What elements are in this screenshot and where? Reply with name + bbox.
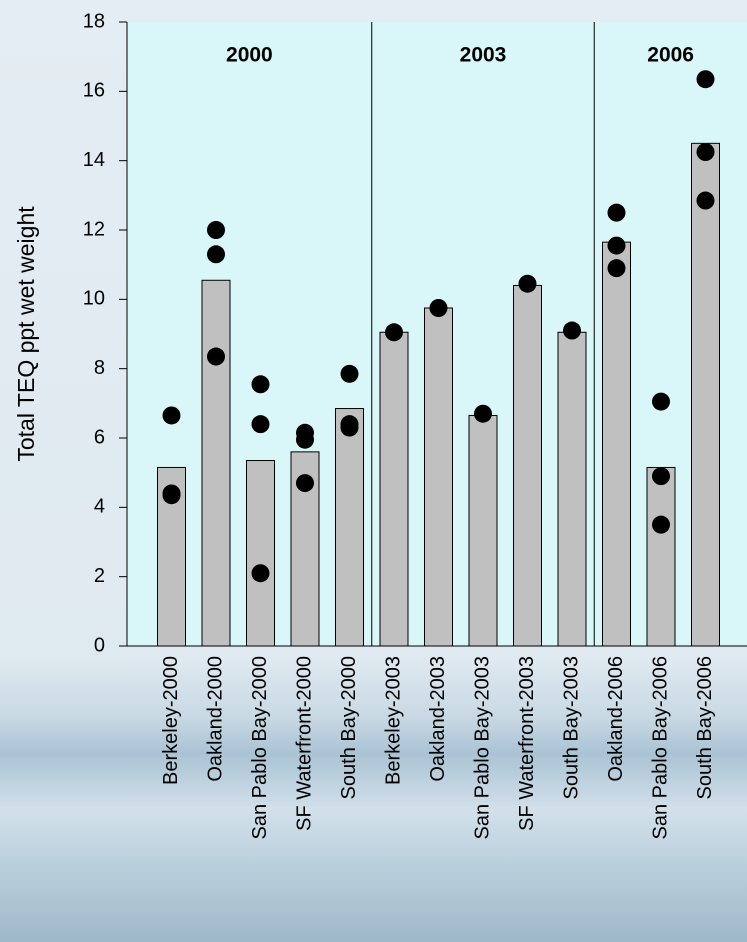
- sample-point: [385, 323, 403, 342]
- sample-point: [607, 203, 626, 222]
- sample-point: [207, 347, 225, 366]
- x-tick-label: South Bay-2000: [338, 656, 360, 799]
- sample-point: [251, 375, 270, 394]
- y-axis-label: Total TEQ ppt wet weight: [13, 206, 39, 462]
- sample-point: [563, 321, 581, 340]
- sample-point: [474, 404, 492, 423]
- sample-point: [429, 299, 448, 317]
- sample-point: [696, 70, 715, 89]
- x-tick-label: SF Waterfront-2003: [516, 656, 538, 831]
- sample-point: [296, 430, 314, 449]
- bar: [691, 142, 720, 647]
- sample-point: [340, 364, 359, 383]
- sample-point: [652, 515, 670, 534]
- x-tick-label: South Bay-2003: [560, 656, 582, 799]
- y-tick-label: 6: [94, 426, 105, 448]
- x-tick-label: Oakland-2000: [204, 656, 226, 782]
- bar: [246, 460, 275, 647]
- y-tick-label: 8: [94, 357, 105, 379]
- x-tick-label: San Pablo Bay-2003: [471, 656, 493, 839]
- y-tick-label: 4: [94, 496, 105, 518]
- bar: [290, 451, 320, 647]
- sample-point: [607, 236, 626, 255]
- x-tick-label: San Pablo Bay-2006: [649, 656, 671, 839]
- sample-point: [162, 486, 181, 505]
- x-tick-label: South Bay-2006: [694, 656, 716, 799]
- x-tick-label: SF Waterfront-2000: [293, 656, 315, 831]
- bar: [201, 279, 231, 647]
- sample-point: [652, 392, 670, 411]
- y-tick-label: 2: [94, 565, 105, 587]
- bar: [602, 241, 631, 647]
- y-tick-label: 0: [94, 634, 105, 656]
- sample-point: [696, 143, 715, 161]
- sample-point: [207, 221, 225, 239]
- sample-point: [652, 467, 670, 486]
- group-label: 2006: [647, 44, 694, 67]
- sample-point: [207, 245, 225, 264]
- group-label: 2003: [460, 44, 507, 67]
- y-tick-label: 14: [83, 149, 105, 171]
- x-tick-label: Berkeley-2003: [382, 656, 404, 785]
- sample-point: [518, 274, 537, 293]
- group-label: 2000: [226, 44, 273, 67]
- x-tick-label: Oakland-2006: [605, 656, 627, 782]
- y-tick-label: 12: [83, 218, 105, 240]
- x-tick-label: Oakland-2003: [427, 656, 449, 782]
- sample-point: [696, 191, 715, 210]
- x-tick-label: San Pablo Bay-2000: [249, 656, 271, 839]
- y-tick-label: 18: [83, 10, 105, 32]
- bar: [468, 414, 498, 647]
- sample-point: [607, 259, 626, 278]
- y-tick-label: 16: [83, 80, 105, 102]
- bar: [646, 466, 676, 647]
- sample-point: [162, 406, 181, 425]
- bar: [513, 284, 542, 647]
- bar: [379, 331, 409, 647]
- bar: [557, 331, 587, 647]
- sample-point: [340, 418, 359, 437]
- sample-point: [251, 415, 270, 434]
- bar: [335, 408, 364, 647]
- sample-point: [251, 564, 270, 583]
- bar: [424, 307, 453, 647]
- x-tick-label: Berkeley-2000: [160, 656, 182, 785]
- sample-point: [296, 474, 314, 493]
- y-tick-label: 10: [83, 288, 105, 310]
